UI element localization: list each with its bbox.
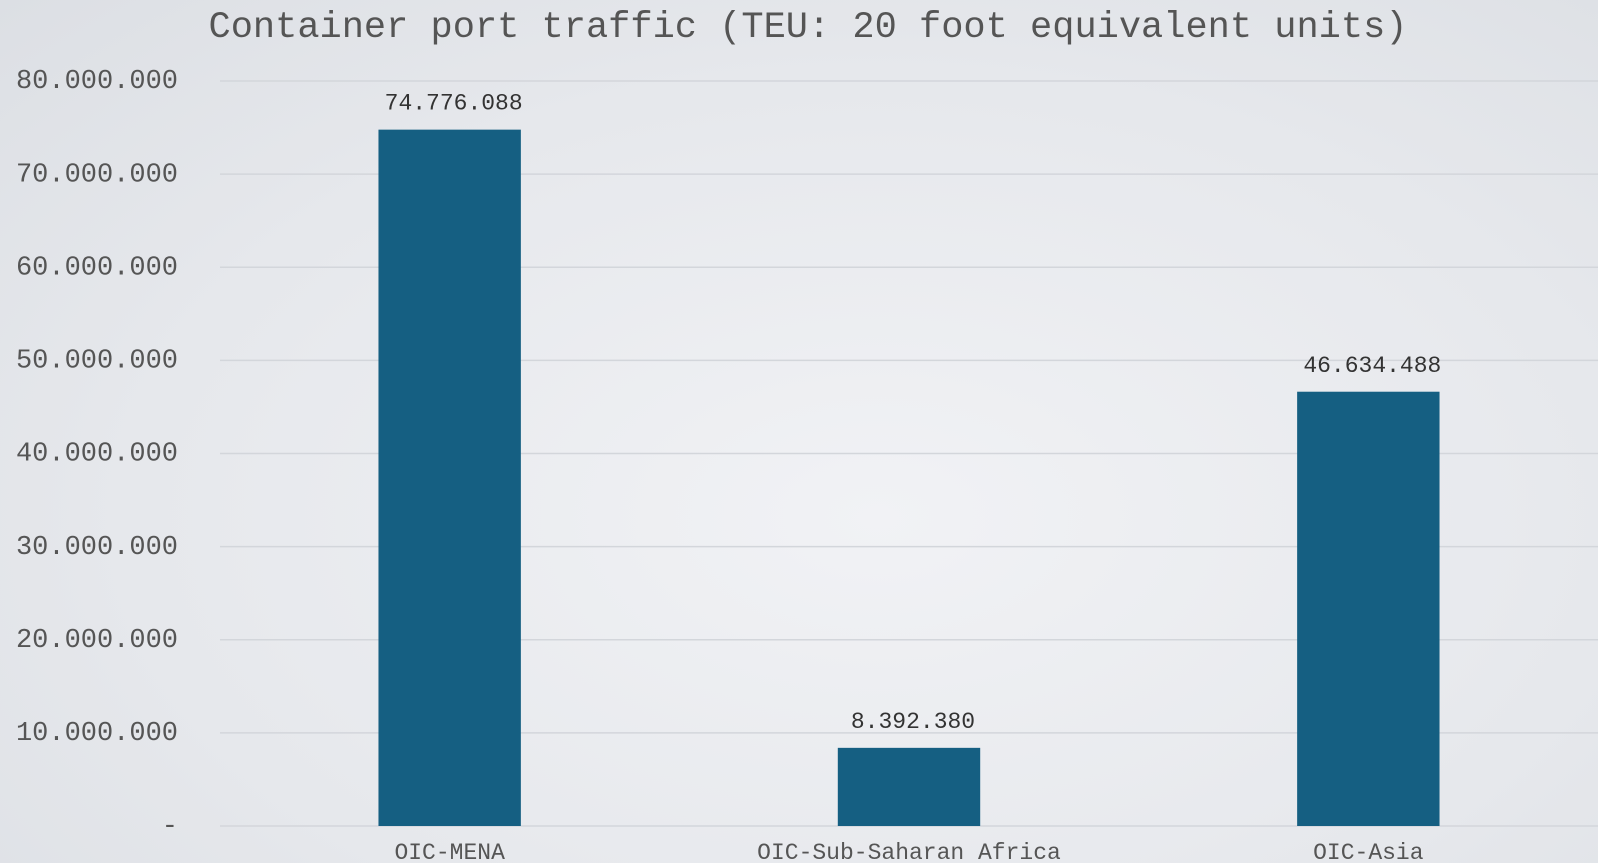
y-tick-label: 70.000.000 <box>16 160 178 190</box>
bar <box>837 747 981 826</box>
y-tick-label: 20.000.000 <box>16 626 178 656</box>
value-label: 8.392.380 <box>851 709 975 735</box>
value-label: 46.634.488 <box>1303 353 1441 379</box>
x-tick-label: OIC-Sub-Saharan Africa <box>757 840 1061 863</box>
x-tick-label: OIC-MENA <box>394 840 505 863</box>
y-tick-label: 50.000.000 <box>16 347 178 377</box>
y-tick-label: 30.000.000 <box>16 533 178 563</box>
y-tick-label: 80.000.000 <box>16 67 178 97</box>
chart-title: Container port traffic (TEU: 20 foot equ… <box>209 7 1408 49</box>
y-tick-label: - <box>162 812 178 842</box>
x-tick-label: OIC-Asia <box>1313 840 1424 863</box>
bar <box>378 129 521 826</box>
value-label: 74.776.088 <box>385 91 523 117</box>
bar <box>1297 391 1440 826</box>
y-tick-label: 10.000.000 <box>16 719 178 749</box>
y-tick-label: 40.000.000 <box>16 440 178 470</box>
y-tick-label: 60.000.000 <box>16 253 178 283</box>
